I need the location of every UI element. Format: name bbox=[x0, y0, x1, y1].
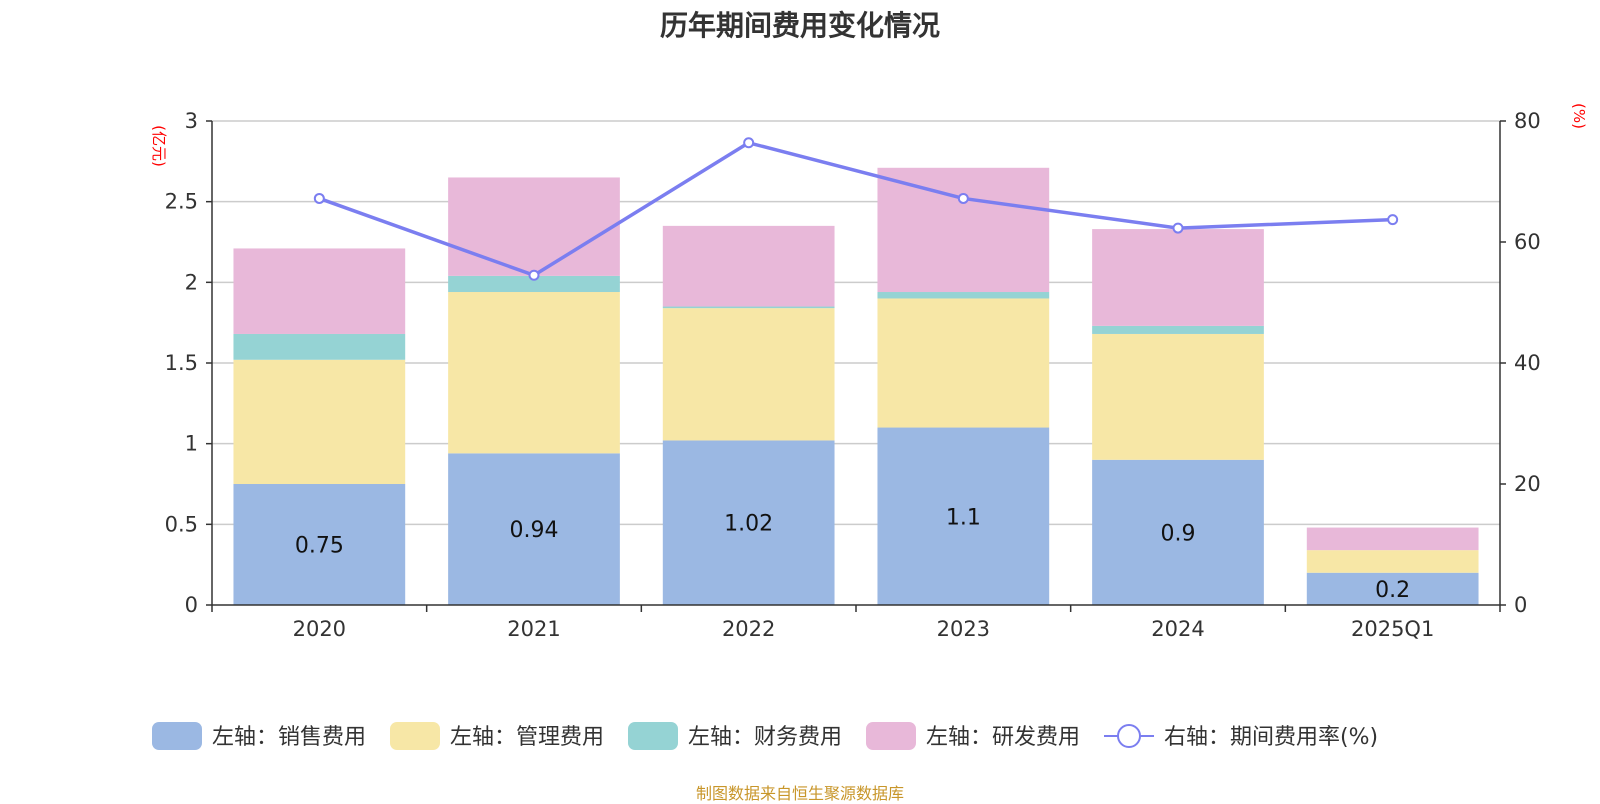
bar-data-label: 0.2 bbox=[1375, 578, 1410, 603]
legend: 左轴：销售费用 左轴：管理费用 左轴：财务费用 左轴：研发费用 右轴：期间费用率(%) bbox=[152, 722, 1378, 750]
left-axis-tick-label: 1 bbox=[185, 432, 198, 456]
legend-item: 左轴：财务费用 bbox=[628, 722, 842, 750]
bar-segment bbox=[1306, 572, 1479, 605]
line-series bbox=[313, 137, 1399, 281]
rate-point bbox=[528, 269, 540, 281]
x-axis-tick-label: 2021 bbox=[507, 617, 560, 641]
right-axis-unit: (%) bbox=[1570, 103, 1588, 129]
legend-item: 左轴：研发费用 bbox=[866, 722, 1080, 750]
axes: 0 0.5 1 1.5 2 2.5 3 0 20 40 60 80 2020 2021 2022 2023 20… bbox=[150, 103, 1588, 641]
right-axis-tick-label: 20 bbox=[1514, 472, 1541, 496]
bar-segment bbox=[448, 292, 620, 454]
bar-segment bbox=[448, 275, 620, 293]
legend-swatch bbox=[390, 722, 441, 750]
bar-segment bbox=[233, 484, 406, 605]
x-axis-tick-label: 2025Q1 bbox=[1351, 617, 1434, 641]
bar-segment bbox=[877, 298, 1050, 428]
rate-point bbox=[957, 192, 969, 204]
legend-swatch bbox=[628, 722, 679, 750]
legend-label: 左轴：财务费用 bbox=[688, 725, 842, 750]
bar-segment bbox=[233, 333, 406, 360]
rate-line bbox=[318, 141, 1393, 278]
bar-data-label: 0.94 bbox=[510, 518, 559, 543]
grid-lines bbox=[212, 120, 1500, 526]
left-axis-tick-label: 2.5 bbox=[165, 190, 198, 214]
legend-item: 左轴：管理费用 bbox=[390, 722, 604, 750]
bar-segment bbox=[877, 292, 1050, 299]
bar-segment bbox=[1092, 459, 1264, 605]
bar-data-label: 1.02 bbox=[724, 512, 773, 537]
rate-point bbox=[743, 137, 755, 149]
bar-segment bbox=[233, 248, 406, 334]
left-axis-tick-label: 2 bbox=[185, 270, 198, 294]
bar-segment bbox=[1092, 325, 1264, 334]
legend-swatch bbox=[152, 722, 202, 750]
left-axis-tick-label: 3 bbox=[185, 109, 198, 133]
legend-label: 左轴：销售费用 bbox=[212, 725, 366, 750]
bar-segment bbox=[877, 427, 1050, 605]
x-axis-tick-label: 2024 bbox=[1151, 617, 1204, 641]
x-axis-tick-label: 2020 bbox=[293, 617, 346, 641]
legend-label: 右轴：期间费用率(%) bbox=[1164, 725, 1378, 750]
rate-point bbox=[1387, 214, 1399, 226]
legend-swatch bbox=[866, 722, 917, 750]
right-axis-tick-label: 40 bbox=[1514, 351, 1541, 375]
chart-title: 历年期间费用变化情况 bbox=[659, 9, 940, 42]
bar-segment bbox=[877, 167, 1050, 293]
right-axis-tick-label: 0 bbox=[1514, 593, 1527, 617]
right-axis-tick-label: 80 bbox=[1514, 109, 1541, 133]
bar-segment bbox=[662, 225, 835, 307]
bar-segment bbox=[1306, 527, 1479, 551]
legend-item: 左轴：销售费用 bbox=[152, 722, 366, 750]
legend-item: 右轴：期间费用率(%) bbox=[1104, 724, 1378, 750]
legend-label: 左轴：研发费用 bbox=[926, 725, 1080, 750]
bar-segment bbox=[1092, 333, 1264, 460]
source-note: 制图数据来自恒生聚源数据库 bbox=[695, 784, 904, 803]
x-axis-tick-label: 2022 bbox=[722, 617, 775, 641]
bar-data-label: 1.1 bbox=[946, 505, 981, 530]
bar-segment bbox=[662, 440, 835, 605]
bar-segment bbox=[662, 306, 835, 309]
left-axis-tick-label: 1.5 bbox=[165, 351, 198, 375]
bar-segment bbox=[448, 453, 620, 605]
left-axis-tick-label: 0.5 bbox=[165, 512, 198, 536]
legend-marker bbox=[1117, 724, 1142, 748]
rate-point bbox=[313, 192, 325, 204]
bar-segment bbox=[662, 308, 835, 441]
bar-segment bbox=[448, 177, 620, 276]
legend-label: 左轴：管理费用 bbox=[450, 725, 604, 750]
bar-data-label: 0.9 bbox=[1161, 521, 1196, 546]
left-axis-unit: (亿元) bbox=[150, 125, 168, 167]
left-axis-tick-label: 0 bbox=[185, 593, 198, 617]
bar-segment bbox=[1306, 550, 1479, 573]
bar-data-label: 0.75 bbox=[295, 534, 344, 559]
x-axis-tick-label: 2023 bbox=[937, 617, 990, 641]
data-labels: 0.75 0.94 1.02 1.1 0.9 0.2 bbox=[295, 505, 1410, 603]
bar-segment bbox=[233, 359, 406, 484]
bar-segment bbox=[1092, 229, 1264, 326]
rate-point bbox=[1172, 222, 1184, 234]
right-axis-tick-label: 60 bbox=[1514, 230, 1541, 254]
bar-series bbox=[233, 167, 1479, 605]
